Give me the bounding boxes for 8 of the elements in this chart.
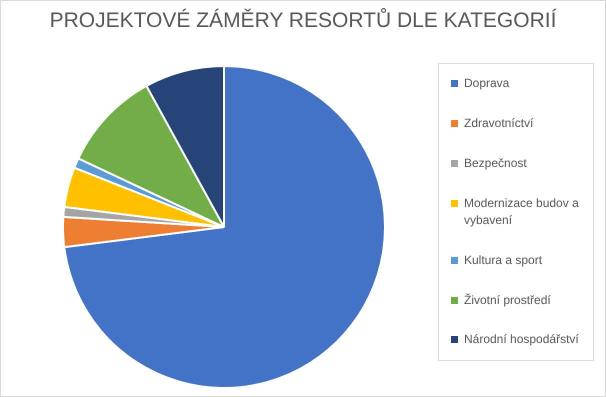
legend-label: Bezpečnost [464, 155, 527, 172]
chart-title: PROJEKTOVÉ ZÁMĚRY RESORTŮ DLE KATEGORIÍ [48, 9, 558, 33]
legend-label: Životní prostředí [464, 292, 551, 309]
legend-label: Doprava [464, 75, 510, 92]
legend-label: Národní hospodářství [464, 331, 579, 348]
legend-label: Kultura a sport [464, 252, 542, 269]
legend-label: Zdravotníctví [464, 115, 534, 132]
legend-label: Modernizace budov a vybavení [464, 194, 580, 229]
